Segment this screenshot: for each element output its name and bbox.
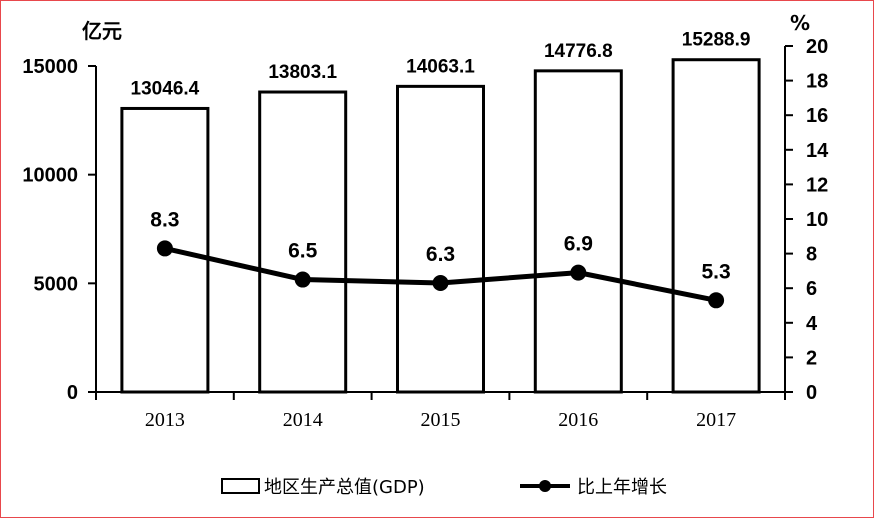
growth-point-2013 <box>156 240 173 257</box>
bar-value-label-2013: 13046.4 <box>131 78 200 99</box>
legend-label-gdp: 地区生产总值(GDP) <box>264 477 425 498</box>
legend-label-growth: 比上年增长 <box>577 477 667 498</box>
growth-value-label-2015: 6.3 <box>426 243 455 266</box>
x-tick-label-2016: 2016 <box>558 409 598 431</box>
bar-value-label-2014: 13803.1 <box>268 62 337 83</box>
bar-value-label-2016: 14776.8 <box>544 41 613 62</box>
left-axis-unit: 亿元 <box>82 19 122 43</box>
growth-value-label-2013: 8.3 <box>150 208 179 231</box>
x-tick-label-2014: 2014 <box>283 409 323 431</box>
growth-point-2017 <box>708 292 725 309</box>
right-tick-label: 12 <box>806 174 828 196</box>
x-tick-label-2015: 2015 <box>421 409 461 431</box>
right-tick-label: 8 <box>806 244 817 266</box>
right-tick-label: 18 <box>806 71 828 93</box>
bar-value-label-2015: 14063.1 <box>406 56 475 77</box>
right-tick-label: 4 <box>806 313 818 335</box>
left-tick-label: 10000 <box>22 165 78 187</box>
left-tick-label: 0 <box>67 382 78 404</box>
left-tick-label: 15000 <box>22 56 78 78</box>
legend: 地区生产总值(GDP) 比上年增长 <box>221 477 667 498</box>
right-tick-label: 2 <box>806 347 817 369</box>
growth-point-2014 <box>294 271 311 288</box>
legend-marker-swatch <box>539 480 551 492</box>
growth-point-2016 <box>570 264 587 281</box>
right-tick-label: 14 <box>806 140 829 162</box>
right-tick-label: 10 <box>806 209 828 231</box>
bar-2017 <box>671 58 761 394</box>
right-tick-label: 16 <box>806 105 828 127</box>
right-tick-label: 20 <box>806 36 828 58</box>
growth-value-label-2016: 6.9 <box>564 233 593 256</box>
right-tick-label: 0 <box>806 382 817 404</box>
growth-value-label-2017: 5.3 <box>701 260 730 283</box>
growth-value-label-2014: 6.5 <box>288 240 318 263</box>
left-tick-label: 5000 <box>34 273 79 295</box>
bar-2015 <box>396 84 485 394</box>
x-tick-label-2013: 2013 <box>145 409 185 431</box>
legend-bar-swatch <box>221 478 260 494</box>
bar-2016 <box>533 69 623 394</box>
bar-value-label-2017: 15288.9 <box>682 30 751 51</box>
growth-point-2015 <box>432 275 449 292</box>
right-axis-unit: % <box>790 11 810 35</box>
x-tick-label-2017: 2017 <box>696 409 736 431</box>
right-tick-label: 6 <box>806 278 817 300</box>
